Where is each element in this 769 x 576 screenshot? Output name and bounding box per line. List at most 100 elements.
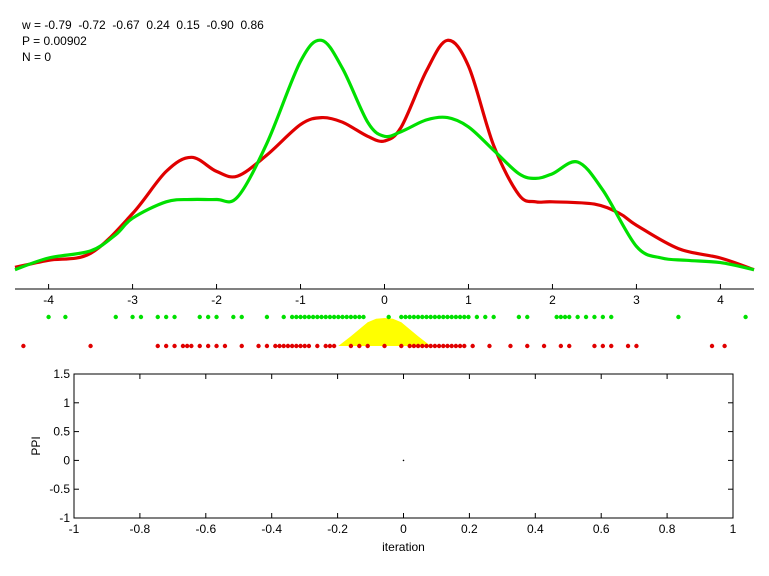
red-sample-point xyxy=(222,343,228,349)
red-sample-point xyxy=(558,343,564,349)
green-sample-point xyxy=(562,314,568,320)
green-sample-point xyxy=(130,314,135,320)
ppi-x-tick-label: 0.8 xyxy=(659,522,676,536)
green-sample-point xyxy=(399,314,404,320)
red-sample-point xyxy=(281,343,286,349)
green-sample-point xyxy=(445,314,450,320)
red-sample-point xyxy=(382,343,387,349)
red-sample-point xyxy=(420,343,425,349)
green-sample-point xyxy=(302,314,307,320)
green-sample-point xyxy=(306,314,312,320)
w-weights-text: w = -0.79 -0.72 -0.67 0.24 0.15 -0.90 0.… xyxy=(22,18,264,32)
green-sample-point xyxy=(294,314,299,320)
green-sample-point xyxy=(231,314,236,320)
green-sample-point xyxy=(336,314,341,320)
green-sample-point xyxy=(403,314,408,320)
red-sample-point xyxy=(306,343,312,349)
density-x-axis: -4 -3 -2 -1 0 1 2 3 4 xyxy=(15,284,754,307)
ppi-y-tick-label: 0 xyxy=(63,453,70,467)
green-sample-point xyxy=(491,314,496,320)
red-sample-point xyxy=(508,343,513,349)
red-sample-point xyxy=(600,343,606,349)
density-x-tick-label: -1 xyxy=(295,293,306,307)
red-sample-point xyxy=(625,343,631,349)
density-chart: -4 -3 -2 -1 0 1 2 3 4 xyxy=(14,38,755,349)
density-x-tick-label: 2 xyxy=(549,293,556,307)
red-sample-point xyxy=(432,343,438,349)
ppi-x-axis-label: iteration xyxy=(382,540,425,554)
green-sample-point xyxy=(567,314,572,320)
ppi-x-tick-label: 0 xyxy=(400,522,407,536)
n-count-text: N = 0 xyxy=(22,50,52,64)
green-sample-point xyxy=(386,314,391,320)
ppi-x-tick-label: 0.2 xyxy=(461,522,478,536)
density-line-green xyxy=(14,38,755,272)
red-sample-point xyxy=(453,343,459,349)
red-sample-point xyxy=(357,343,362,349)
green-sample-point xyxy=(172,314,177,320)
green-sample-point xyxy=(609,314,614,320)
green-sample-point xyxy=(436,314,442,320)
green-sample-point xyxy=(743,314,748,320)
red-sample-point xyxy=(634,343,639,349)
green-sample-point xyxy=(264,314,270,320)
ppi-x-tick-label: 0.6 xyxy=(593,522,610,536)
red-sample-point xyxy=(315,343,320,349)
red-sample-point xyxy=(487,343,492,349)
red-sample-point xyxy=(294,343,299,349)
green-sample-point xyxy=(138,314,144,320)
red-sample-point xyxy=(441,343,446,349)
green-sample-point xyxy=(281,314,286,320)
red-sample-point xyxy=(428,343,433,349)
density-x-tick-label: 3 xyxy=(633,293,640,307)
green-sample-point xyxy=(525,314,530,320)
ppi-data-point xyxy=(402,459,405,462)
red-sample-point xyxy=(155,343,160,349)
green-sample-point xyxy=(432,314,438,320)
green-sample-point xyxy=(592,314,597,320)
density-line-red xyxy=(14,38,755,272)
density-x-tick-label: -3 xyxy=(127,293,138,307)
ppi-x-tick-label: -0.8 xyxy=(130,522,151,536)
p-value-text: P = 0.00902 xyxy=(22,34,87,48)
green-sample-point xyxy=(428,314,433,320)
red-sample-point xyxy=(273,343,278,349)
red-sample-point xyxy=(180,343,186,349)
red-sample-point xyxy=(399,343,404,349)
ppi-y-axis-label: PPI xyxy=(29,436,43,455)
ppi-y-tick-label: -0.5 xyxy=(49,482,70,496)
green-sample-point xyxy=(516,314,522,320)
green-sample-point xyxy=(352,314,358,320)
density-x-tick-label: -4 xyxy=(43,293,54,307)
green-sample-point xyxy=(411,314,417,320)
red-sample-point xyxy=(331,343,337,349)
density-curves xyxy=(14,38,755,272)
red-sample-point xyxy=(214,343,219,349)
green-sample-point xyxy=(205,314,211,320)
red-sample-point xyxy=(197,343,202,349)
red-sample-point xyxy=(592,343,597,349)
red-sample-point xyxy=(277,343,282,349)
red-sample-point xyxy=(525,343,530,349)
red-sample-point xyxy=(445,343,450,349)
green-sample-point xyxy=(239,314,244,320)
green-sample-point xyxy=(424,314,429,320)
red-sample-point xyxy=(302,343,307,349)
sample-points xyxy=(21,314,748,349)
red-sample-point xyxy=(567,343,572,349)
green-sample-point xyxy=(449,314,454,320)
red-sample-point xyxy=(205,343,211,349)
red-sample-point xyxy=(411,343,417,349)
ppi-x-tick-label: -0.6 xyxy=(195,522,216,536)
red-sample-point xyxy=(407,343,412,349)
green-sample-point xyxy=(310,314,316,320)
red-sample-point xyxy=(323,343,328,349)
red-sample-point xyxy=(609,343,614,349)
density-x-tick-label: 1 xyxy=(465,293,472,307)
green-sample-point xyxy=(214,314,219,320)
green-sample-point xyxy=(357,314,362,320)
green-sample-point xyxy=(558,314,564,320)
red-sample-point xyxy=(184,343,190,349)
red-sample-point xyxy=(415,343,421,349)
